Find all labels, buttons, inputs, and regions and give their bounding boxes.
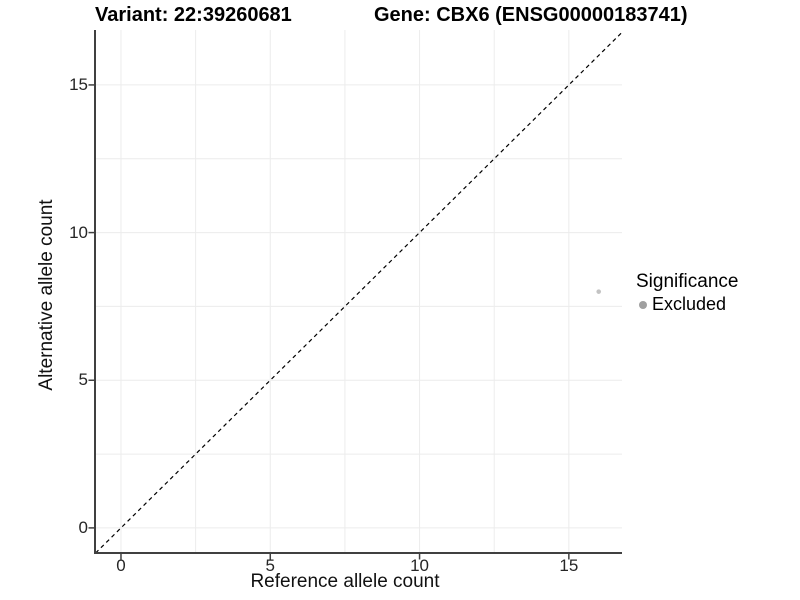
x-tick-label: 0 [116,556,126,575]
axis-lines [94,30,622,554]
gene-title: Gene: CBX6 (ENSG00000183741) [374,4,688,26]
excluded-point-icon [639,300,647,309]
y-tick-label: 5 [78,370,88,390]
legend-item-label: Excluded [652,294,727,314]
identity-dashed-line [95,31,623,554]
x-tick-label: 5 [265,556,275,575]
legend-item-excluded: Excluded [634,294,738,315]
x-tick-label: 10 [410,556,429,575]
y-tick-label: 15 [69,74,88,94]
variant-title: Variant: 22:39260681 [95,4,292,26]
data-point [596,289,602,294]
y-tick-label: 10 [69,222,88,242]
legend: Significance Excluded [634,271,738,315]
y-tick-label: 0 [78,517,88,537]
x-axis-title: Reference allele count [250,571,440,592]
x-tick-label: 15 [559,556,579,575]
legend-title: Significance [636,271,739,292]
